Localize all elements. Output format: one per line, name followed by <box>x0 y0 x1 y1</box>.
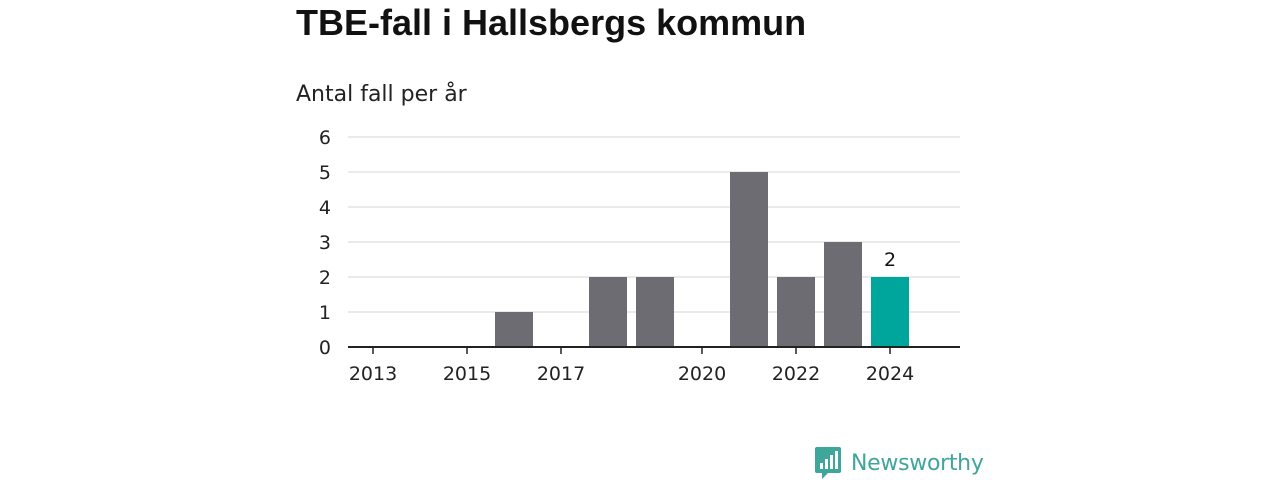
y-tick-label: 0 <box>319 337 331 359</box>
bar <box>495 312 533 347</box>
x-tick-label: 2013 <box>349 363 397 385</box>
newsworthy-logo[interactable]: Newsworthy <box>814 446 984 480</box>
x-tick-label: 2024 <box>866 363 914 385</box>
y-tick-label: 2 <box>319 267 331 289</box>
chart-subtitle: Antal fall per år <box>296 82 467 107</box>
bar <box>777 277 815 347</box>
x-tick-label: 2015 <box>443 363 491 385</box>
bar <box>589 277 627 347</box>
bar <box>636 277 674 347</box>
bar <box>824 242 862 347</box>
data-label: 2 <box>884 249 896 271</box>
x-tick-label: 2020 <box>678 363 726 385</box>
x-tick-label: 2022 <box>772 363 820 385</box>
x-tick-label: 2017 <box>537 363 585 385</box>
y-tick-label: 5 <box>319 162 331 184</box>
y-tick-label: 4 <box>319 197 331 219</box>
bar-chart-speech-bubble-icon <box>815 447 841 479</box>
chart-title: TBE-fall i Hallsbergs kommun <box>296 2 807 43</box>
y-tick-label: 3 <box>319 232 331 254</box>
bar <box>730 172 768 347</box>
bar <box>871 277 909 347</box>
brand-name: Newsworthy <box>851 450 984 476</box>
y-tick-label: 6 <box>319 127 331 149</box>
y-tick-label: 1 <box>319 302 331 324</box>
